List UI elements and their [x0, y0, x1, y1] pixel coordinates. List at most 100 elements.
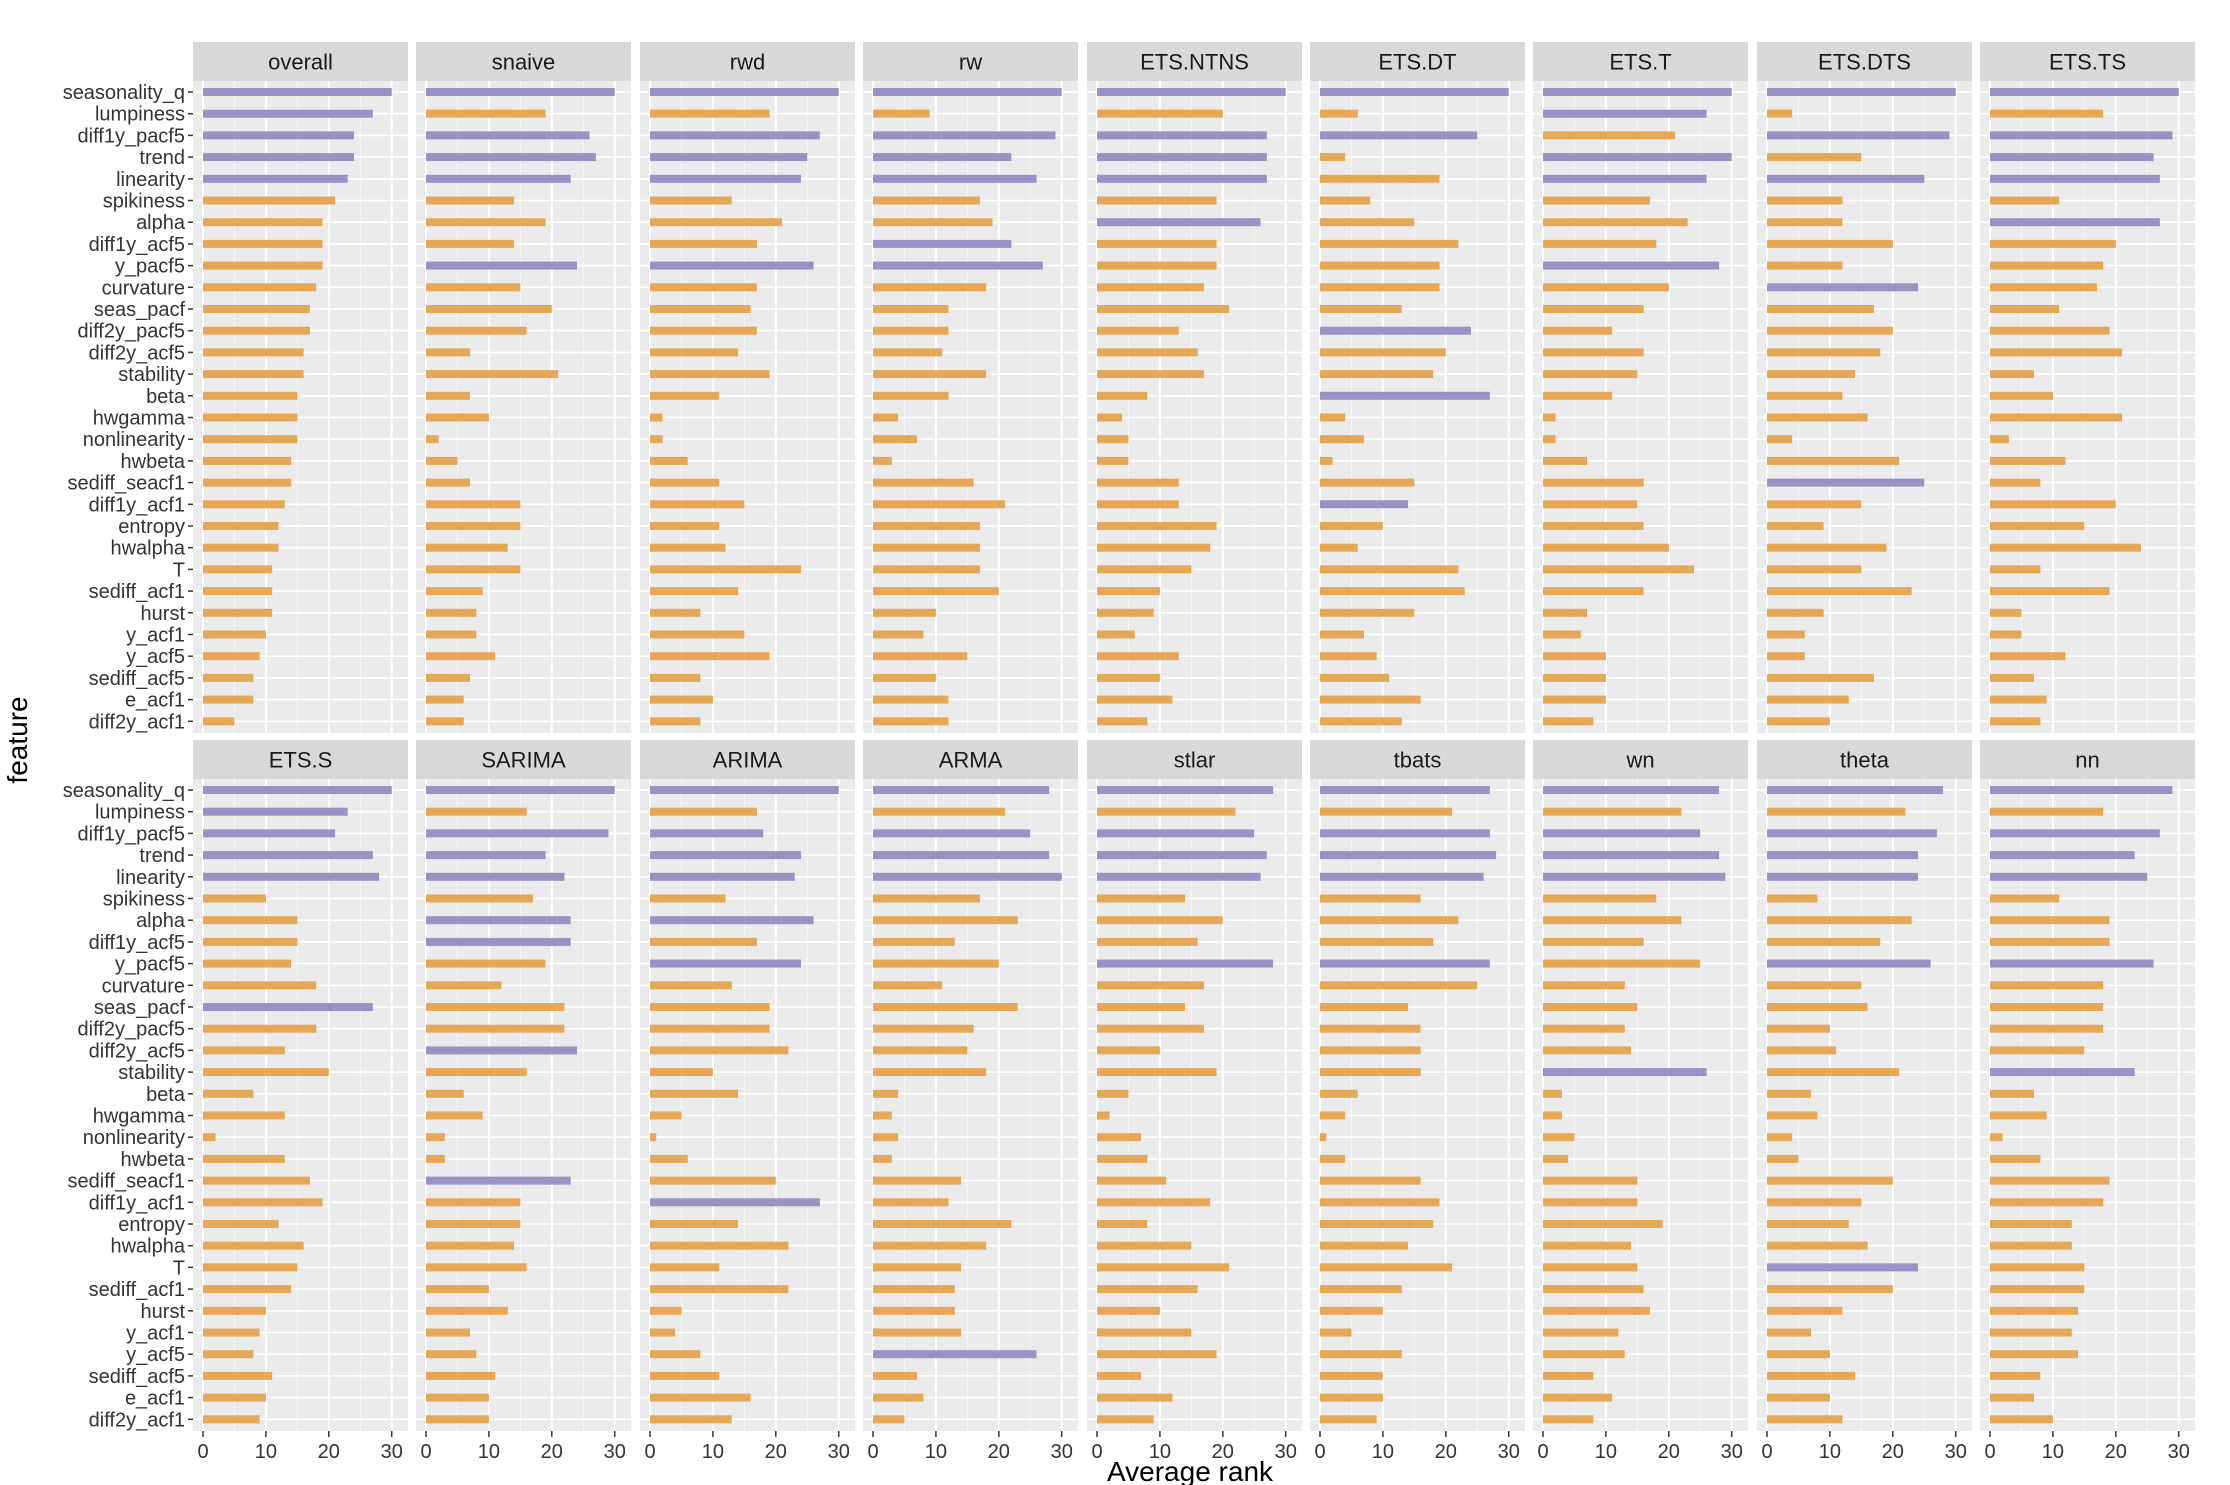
bar-overall-seas_pacf: [203, 305, 310, 313]
feature-label: linearity: [116, 169, 185, 191]
bar-ETS.DTS-trend: [1767, 153, 1862, 162]
strip-theta: [1757, 740, 1972, 779]
bar-ARMA-hwalpha: [873, 1241, 987, 1250]
bar-nn-hwalpha: [1990, 1241, 2072, 1250]
bar-ARIMA-y_acf1: [650, 1328, 676, 1337]
strip-stlar: [1087, 740, 1302, 779]
bar-ETS.DT-diff2y_pacf5: [1320, 326, 1471, 335]
bar-ARMA-e_acf1: [873, 1393, 924, 1402]
bar-ETS.NTNS-beta: [1097, 391, 1148, 400]
bar-stlar-y_acf1: [1097, 1328, 1192, 1337]
bar-stlar-sediff_acf5: [1097, 1371, 1142, 1380]
bar-wn-linearity: [1543, 872, 1726, 881]
bar-ETS.DTS-stability: [1767, 370, 1856, 379]
bar-ETS.NTNS-sediff_acf1: [1097, 587, 1160, 596]
bar-snaive-curvature: [426, 283, 521, 292]
bar-ETS.NTNS-seas_pacf: [1097, 305, 1230, 313]
bar-wn-y_pacf5: [1543, 959, 1701, 968]
bar-SARIMA-sediff_acf1: [426, 1285, 489, 1294]
bar-ETS.DTS-diff2y_acf1: [1767, 717, 1830, 726]
bar-ETS.NTNS-diff2y_acf1: [1097, 717, 1148, 726]
feature-label: y_pacf5: [115, 954, 185, 976]
bar-theta-hwalpha: [1767, 1241, 1868, 1250]
x-tick-label: 30: [828, 1441, 850, 1463]
bar-ARIMA-diff2y_pacf5: [650, 1024, 770, 1033]
bar-nn-sediff_acf1: [1990, 1285, 2085, 1294]
bar-snaive-hurst: [426, 608, 477, 617]
bar-stlar-y_pacf5: [1097, 959, 1274, 968]
bar-ETS.NTNS-sediff_acf5: [1097, 673, 1160, 682]
bar-ETS.DT-y_acf5: [1320, 652, 1377, 661]
bar-ARMA-trend: [873, 851, 1050, 860]
bar-ETS.NTNS-alpha: [1097, 218, 1261, 227]
panel-nn: nn: [1980, 740, 2195, 1431]
bar-nn-diff1y_pacf5: [1990, 829, 2160, 838]
bar-rwd-spikiness: [650, 196, 732, 205]
bar-rw-entropy: [873, 522, 980, 530]
bar-snaive-linearity: [426, 174, 571, 183]
bar-tbats-lumpiness: [1320, 807, 1453, 816]
bar-overall-stability: [203, 370, 304, 379]
bar-ETS.T-diff1y_acf5: [1543, 239, 1657, 248]
bar-SARIMA-y_pacf5: [426, 959, 546, 968]
bar-tbats-sediff_acf5: [1320, 1371, 1383, 1380]
bar-wn-T: [1543, 1263, 1638, 1272]
strip-label-ETS.DT: ETS.DT: [1378, 50, 1456, 75]
bar-rwd-y_acf5: [650, 652, 770, 661]
bar-tbats-hwgamma: [1320, 1111, 1346, 1120]
bar-ETS.DT-e_acf1: [1320, 695, 1421, 704]
bar-ETS.TS-linearity: [1990, 174, 2160, 183]
feature-label: sediff_acf5: [89, 668, 185, 690]
bar-ARIMA-curvature: [650, 981, 732, 990]
strip-ETS.TS: [1980, 42, 2195, 81]
bar-tbats-hwbeta: [1320, 1154, 1346, 1163]
bar-ETS.TS-seasonality_q: [1990, 88, 2179, 96]
bar-ETS.S-trend: [203, 851, 373, 860]
strip-label-wn: wn: [1625, 748, 1654, 773]
bar-overall-T: [203, 565, 273, 574]
bar-ARIMA-spikiness: [650, 894, 726, 903]
bar-overall-hurst: [203, 608, 273, 617]
x-tick-label: 0: [1984, 1441, 1995, 1463]
bar-tbats-diff1y_acf1: [1320, 1198, 1440, 1207]
bar-ARIMA-stability: [650, 1068, 713, 1077]
bar-wn-y_acf5: [1543, 1350, 1625, 1359]
bar-ETS.S-diff1y_acf5: [203, 937, 298, 946]
bar-ETS.TS-sediff_acf1: [1990, 587, 2110, 596]
bar-ETS.DTS-hwbeta: [1767, 456, 1900, 465]
bar-nn-stability: [1990, 1068, 2135, 1077]
bar-rw-y_acf1: [873, 630, 924, 639]
x-tick-label: 20: [1212, 1441, 1234, 1463]
bar-rwd-alpha: [650, 218, 783, 227]
panel-bg-ETS.S: [193, 779, 408, 1431]
bar-tbats-diff2y_pacf5: [1320, 1024, 1421, 1033]
bar-stlar-entropy: [1097, 1220, 1148, 1228]
bar-snaive-sediff_acf1: [426, 587, 483, 596]
bar-rwd-lumpiness: [650, 109, 770, 118]
bar-ETS.DTS-sediff_acf1: [1767, 587, 1912, 596]
bar-ETS.DTS-sediff_seacf1: [1767, 478, 1925, 487]
bar-nn-seasonality_q: [1990, 786, 2173, 794]
bar-ETS.DT-lumpiness: [1320, 109, 1358, 118]
feature-label: stability: [118, 364, 185, 386]
bar-overall-linearity: [203, 174, 348, 183]
bar-ETS.NTNS-hurst: [1097, 608, 1154, 617]
bar-rw-y_acf5: [873, 652, 968, 661]
strip-snaive: [416, 42, 631, 81]
bar-overall-spikiness: [203, 196, 336, 205]
feature-label: nonlinearity: [83, 1127, 185, 1149]
bar-snaive-y_acf5: [426, 652, 496, 661]
bar-ARMA-entropy: [873, 1220, 1012, 1228]
feature-label: y_acf1: [126, 1323, 185, 1345]
bar-tbats-diff1y_pacf5: [1320, 829, 1490, 838]
bar-theta-seas_pacf: [1767, 1003, 1868, 1011]
feature-label: entropy: [118, 1214, 185, 1236]
bar-theta-sediff_acf5: [1767, 1371, 1856, 1380]
bar-ARIMA-diff1y_pacf5: [650, 829, 764, 838]
bar-ETS.NTNS-diff1y_acf5: [1097, 239, 1217, 248]
panel-bg-ETS.NTNS: [1087, 81, 1302, 733]
bar-ETS.S-T: [203, 1263, 298, 1272]
bar-ETS.TS-entropy: [1990, 522, 2085, 530]
bar-stlar-nonlinearity: [1097, 1133, 1142, 1142]
bar-ETS.TS-diff2y_acf1: [1990, 717, 2041, 726]
